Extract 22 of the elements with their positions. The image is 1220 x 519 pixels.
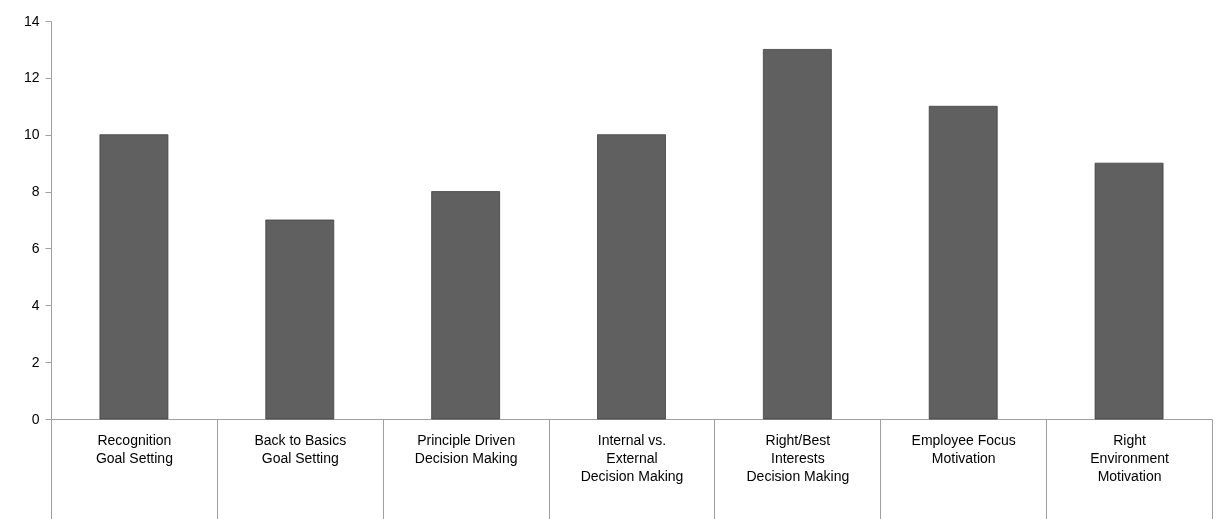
bar: [762, 49, 832, 420]
x-tick-label: Internal vs. External Decision Making: [580, 431, 684, 484]
x-tick-label: Right/Best Interests Decision Making: [746, 431, 850, 484]
x-tick-label: Recognition Goal Setting: [95, 431, 173, 466]
bar: [265, 219, 335, 420]
y-tick-label: 2: [31, 353, 40, 370]
y-tick-label: 8: [31, 183, 40, 200]
y-tick-label: 10: [23, 126, 40, 143]
bar: [99, 134, 169, 420]
y-tick-label: 14: [23, 12, 40, 29]
y-tick-label: 0: [31, 410, 40, 427]
bar: [1094, 162, 1164, 420]
bar: [597, 134, 666, 420]
x-tick-label: Principle Driven Decision Making: [414, 431, 518, 466]
x-tick-label: Employee Focus Motivation: [911, 431, 1016, 466]
y-tick-label: 6: [31, 239, 40, 256]
x-tick-label: Back to Basics Goal Setting: [254, 431, 347, 466]
y-tick-label: 4: [31, 296, 40, 313]
bar: [928, 105, 998, 420]
bar: [431, 191, 501, 420]
y-tick-label: 12: [23, 69, 40, 86]
x-tick-label: Right Environment Motivation: [1090, 431, 1169, 484]
